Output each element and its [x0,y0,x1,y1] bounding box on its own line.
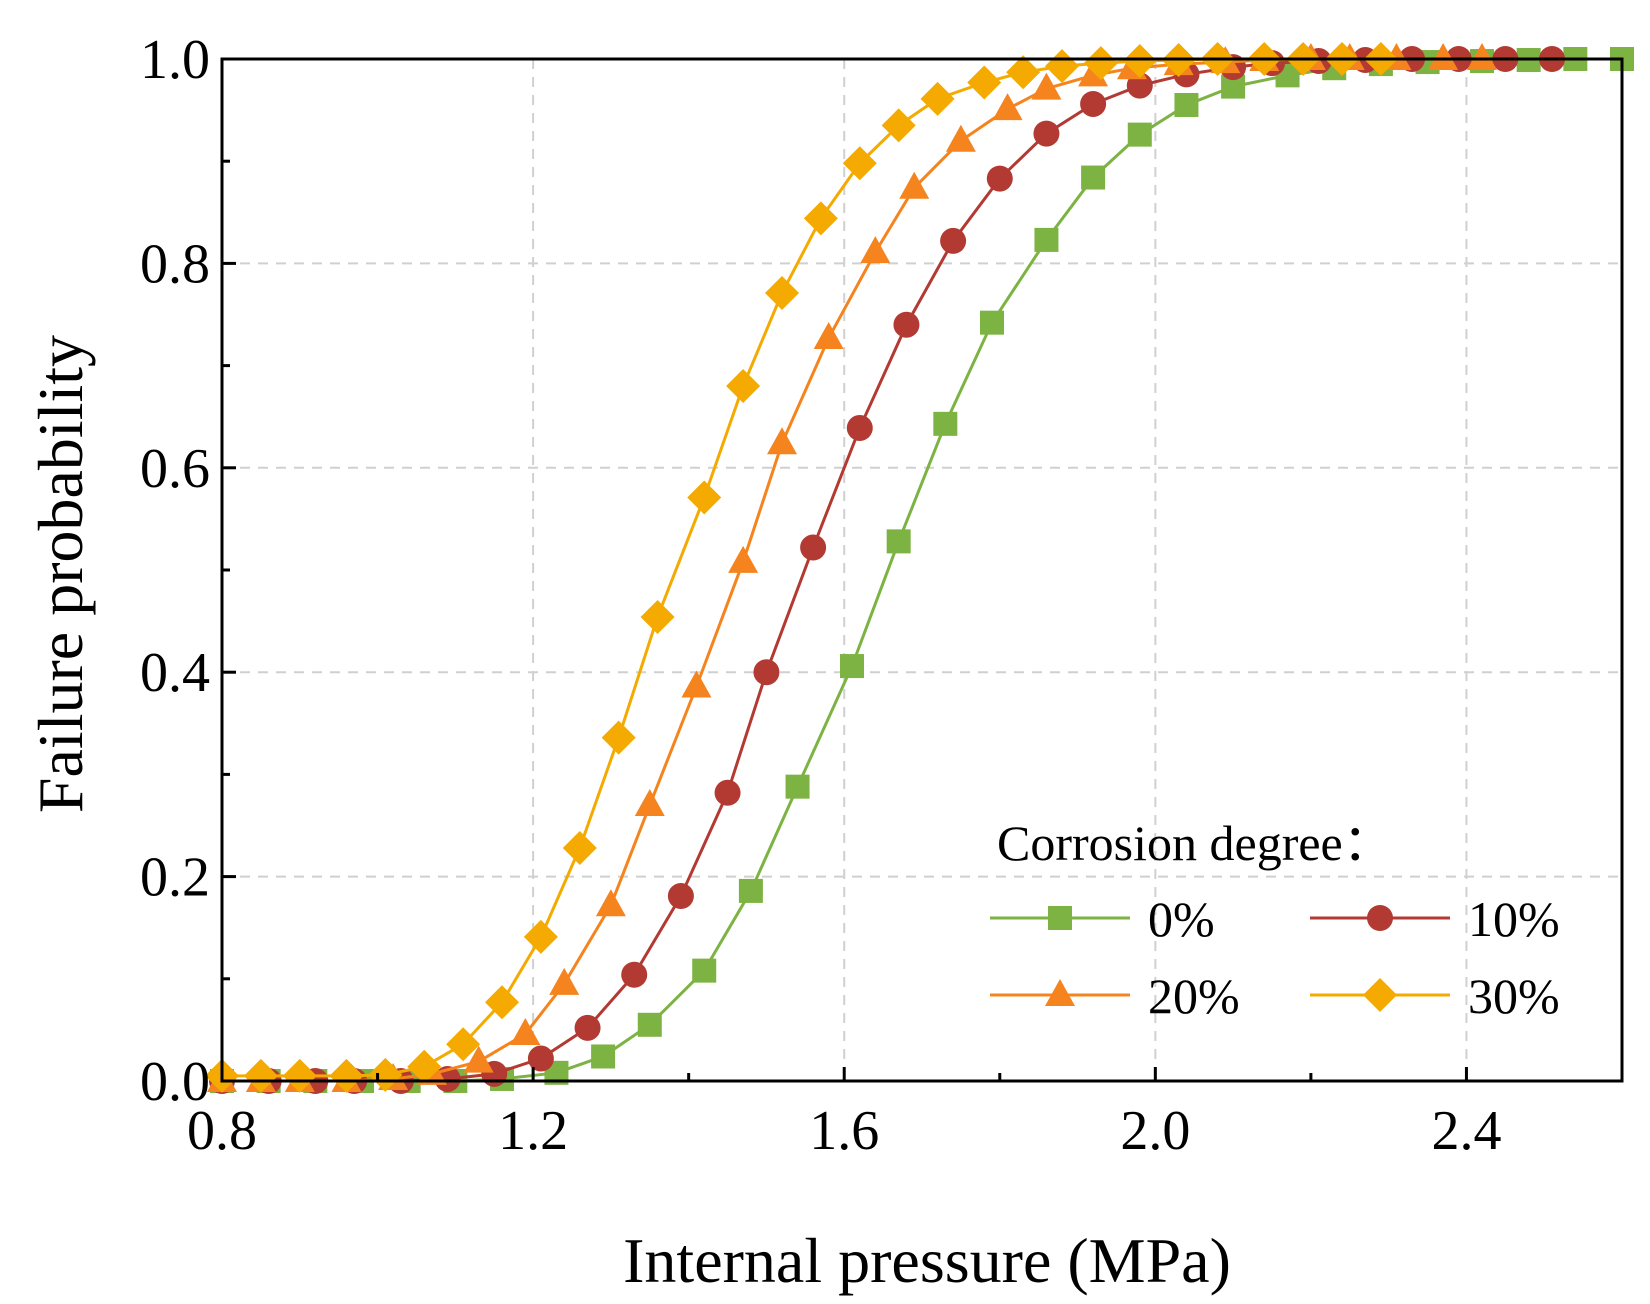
legend-marker [1363,978,1397,1012]
data-point [1174,92,1199,117]
data-point [527,1045,554,1072]
data-point [893,311,920,338]
y-axis-title: Failure probability [25,335,96,813]
data-point [591,1044,616,1069]
legend-item: 0% [990,891,1215,947]
data-point [637,1012,662,1037]
data-point [1033,120,1060,147]
x-tick-label: 2.0 [1120,1100,1190,1162]
data-point [687,480,722,515]
legend-item: 20% [990,968,1240,1024]
data-point [738,878,763,903]
data-point [549,967,580,995]
data-point [1428,43,1459,70]
data-point [945,124,976,152]
y-tick-label: 1.0 [140,29,210,91]
data-point [1006,55,1041,90]
data-point [753,659,780,686]
data-point [282,1058,317,1093]
data-point [640,600,675,635]
grid-lines [222,59,1622,1081]
data-point [726,369,761,404]
data-point [1081,165,1106,190]
data-point [692,958,717,983]
data-point [940,227,967,254]
data-point [463,1045,494,1073]
data-point [933,411,958,436]
legend-marker [1045,979,1075,1006]
legend-label: 30% [1468,968,1560,1024]
data-point [920,81,955,116]
y-tick-label: 0.8 [140,233,210,295]
data-point [881,108,916,143]
data-point [574,1014,601,1041]
data-point [601,720,636,755]
data-point [368,1057,403,1092]
y-tick-label: 0.4 [140,642,210,704]
data-point [621,961,648,988]
data-point [813,322,844,350]
data-point [803,201,838,236]
y-tick-label: 0.6 [140,438,210,500]
data-point [714,779,741,806]
x-tick-label: 2.4 [1431,1100,1501,1162]
data-point [800,534,827,561]
legend-title: Corrosion degree： [997,815,1393,871]
legend-items: 0% 10% 20% 30% [990,891,1560,1024]
y-tick-label: 0.2 [140,847,210,909]
legend-label: 20% [1148,968,1240,1024]
data-point [728,545,759,573]
x-tick-label: 0.8 [187,1100,257,1162]
data-point [407,1049,442,1084]
data-point [1031,72,1062,100]
data-point [846,414,873,441]
data-point [767,427,797,455]
data-point [986,165,1013,192]
data-point [842,146,877,181]
data-point [785,774,810,799]
data-point [992,93,1023,121]
data-point [980,310,1004,335]
data-point [446,1027,481,1062]
data-point [1122,44,1157,79]
legend-item: 30% [1310,968,1560,1024]
data-point [967,65,1002,100]
data-point [329,1058,364,1093]
data-point [1083,46,1118,81]
axis-ticks: 0.8 1.2 1.6 2.0 2.4 0.0 0.2 0.4 0.6 0.8 1.0 [140,29,1624,1162]
y-tick-label: 0.0 [140,1051,210,1113]
legend-label: 10% [1468,891,1560,947]
data-point [840,654,864,679]
x-axis-title: Internal pressure (MPa) [623,1225,1231,1296]
data-point [886,529,911,554]
x-tick-label: 1.6 [809,1100,879,1162]
data-point [634,789,665,817]
legend-marker [1367,905,1393,931]
legend-item: 10% [1310,891,1560,947]
data-point [1127,122,1152,147]
legend: Corrosion degree： 0% 10% 20% 30% [990,815,1560,1024]
data-point [899,171,930,199]
data-point [860,236,891,264]
data-point [667,883,694,910]
data-point [485,985,519,1020]
data-point [562,830,597,865]
legend-label: 0% [1148,891,1215,947]
data-point [243,1058,278,1093]
data-point [595,889,626,917]
data-point [1034,227,1059,252]
data-point [510,1017,541,1045]
x-tick-label: 1.2 [498,1100,568,1162]
data-point [1467,43,1497,70]
data-point [523,919,558,954]
legend-marker [1048,906,1072,930]
data-point [1080,90,1107,117]
data-point [765,276,799,311]
data-point [681,670,712,698]
